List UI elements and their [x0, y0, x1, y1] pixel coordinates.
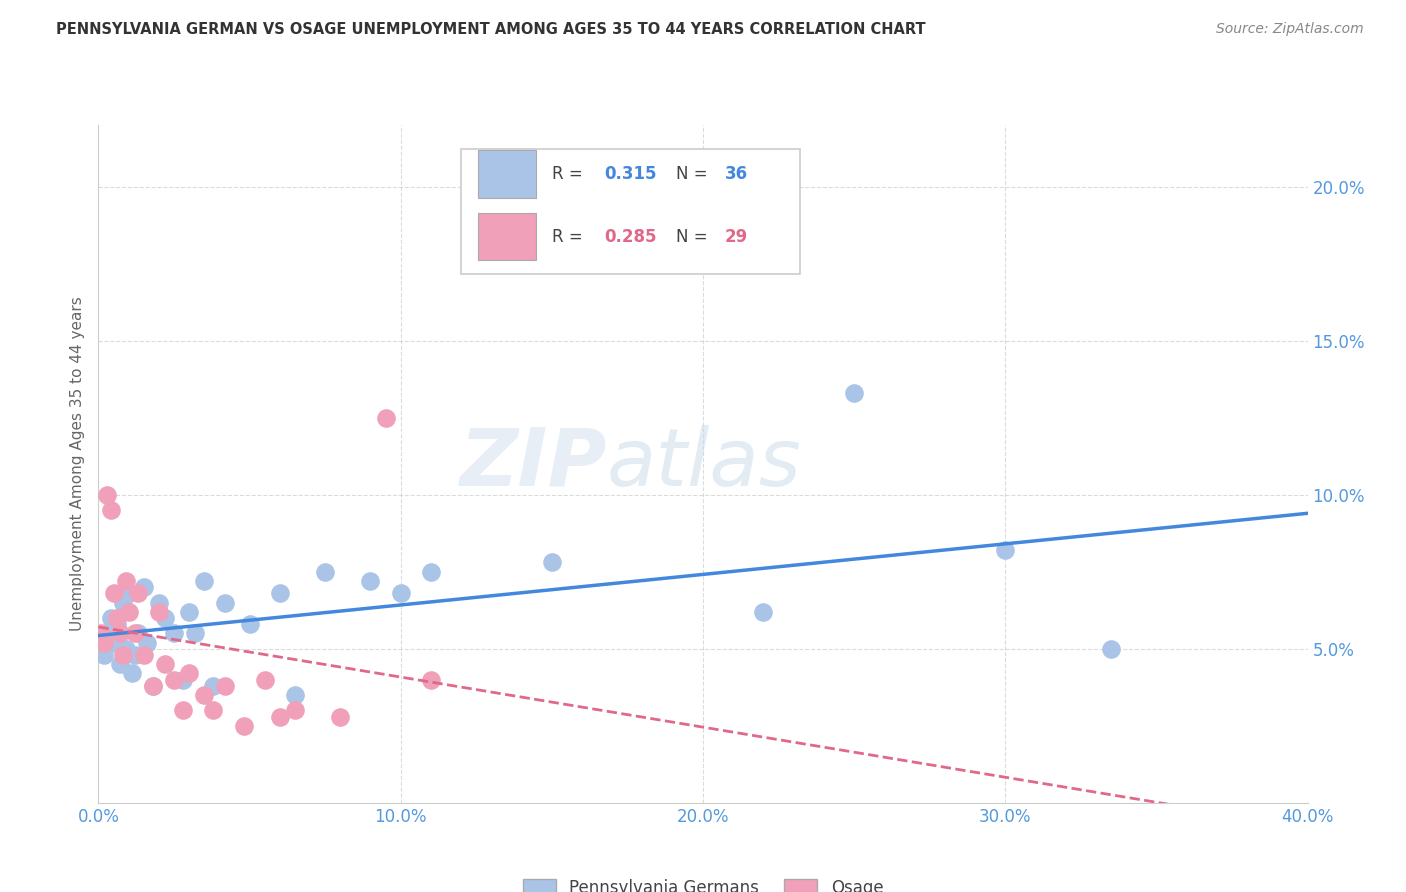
Point — [142, 679, 165, 693]
Point — [108, 657, 131, 672]
Point — [111, 595, 134, 609]
Point — [172, 703, 194, 717]
Point — [214, 679, 236, 693]
Point — [284, 688, 307, 702]
Point — [96, 626, 118, 640]
Point — [96, 488, 118, 502]
Point — [269, 709, 291, 723]
Point — [127, 586, 149, 600]
Point — [202, 703, 225, 717]
Point — [374, 410, 396, 425]
Y-axis label: Unemployment Among Ages 35 to 44 years: Unemployment Among Ages 35 to 44 years — [69, 296, 84, 632]
FancyBboxPatch shape — [478, 213, 536, 260]
Text: N =: N = — [676, 227, 713, 245]
Point — [105, 611, 128, 625]
Point — [105, 617, 128, 632]
Point — [360, 574, 382, 588]
Point — [177, 605, 201, 619]
Point — [132, 580, 155, 594]
Point — [124, 648, 146, 662]
Point — [253, 673, 276, 687]
Point — [100, 611, 122, 625]
Text: N =: N = — [676, 165, 713, 183]
Point — [118, 605, 141, 619]
FancyBboxPatch shape — [478, 150, 536, 198]
Point — [135, 635, 157, 649]
Point — [269, 586, 291, 600]
Legend: Pennsylvania Germans, Osage: Pennsylvania Germans, Osage — [516, 872, 890, 892]
Point — [1099, 641, 1122, 656]
Point — [118, 586, 141, 600]
Point — [148, 595, 170, 609]
Point — [994, 543, 1017, 558]
FancyBboxPatch shape — [461, 149, 800, 274]
Point — [163, 626, 186, 640]
Point — [100, 503, 122, 517]
Point — [163, 673, 186, 687]
Point — [132, 648, 155, 662]
Point — [239, 617, 262, 632]
Point — [193, 688, 215, 702]
Point — [148, 605, 170, 619]
Point — [232, 719, 254, 733]
Text: 29: 29 — [724, 227, 748, 245]
Point — [114, 574, 136, 588]
Point — [329, 709, 352, 723]
Point — [153, 657, 176, 672]
Point — [284, 703, 307, 717]
Text: PENNSYLVANIA GERMAN VS OSAGE UNEMPLOYMENT AMONG AGES 35 TO 44 YEARS CORRELATION : PENNSYLVANIA GERMAN VS OSAGE UNEMPLOYMEN… — [56, 22, 927, 37]
Point — [752, 605, 775, 619]
Point — [127, 626, 149, 640]
Text: Source: ZipAtlas.com: Source: ZipAtlas.com — [1216, 22, 1364, 37]
Point — [121, 666, 143, 681]
Point — [177, 666, 201, 681]
Point — [93, 635, 115, 649]
Text: R =: R = — [551, 227, 588, 245]
Point — [184, 626, 207, 640]
Point — [419, 565, 441, 579]
Point — [111, 648, 134, 662]
Text: ZIP: ZIP — [458, 425, 606, 503]
Point — [540, 556, 562, 570]
Point — [214, 595, 236, 609]
Point — [193, 574, 215, 588]
Text: 0.285: 0.285 — [603, 227, 657, 245]
Text: R =: R = — [551, 165, 588, 183]
Point — [108, 626, 131, 640]
Point — [844, 386, 866, 401]
Point — [202, 679, 225, 693]
Point — [172, 673, 194, 687]
Text: atlas: atlas — [606, 425, 801, 503]
Text: 36: 36 — [724, 165, 748, 183]
Point — [124, 626, 146, 640]
Point — [153, 611, 176, 625]
Point — [93, 648, 115, 662]
Point — [90, 626, 112, 640]
Point — [142, 679, 165, 693]
Point — [419, 673, 441, 687]
Point — [314, 565, 336, 579]
Point — [114, 641, 136, 656]
Text: 0.315: 0.315 — [603, 165, 657, 183]
Point — [103, 635, 125, 649]
Point — [103, 586, 125, 600]
Point — [389, 586, 412, 600]
